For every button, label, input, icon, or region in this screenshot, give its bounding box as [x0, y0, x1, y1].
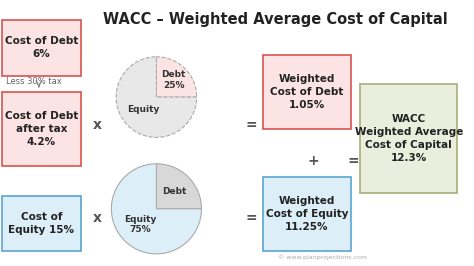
Text: Weighted
Cost of Debt
1.05%: Weighted Cost of Debt 1.05%	[270, 74, 344, 110]
Text: Equity
75%: Equity 75%	[124, 215, 157, 234]
Text: Cost of
Equity 15%: Cost of Equity 15%	[9, 212, 74, 235]
Text: Cost of Debt
6%: Cost of Debt 6%	[5, 36, 78, 60]
Polygon shape	[156, 164, 201, 209]
Text: Debt
25%: Debt 25%	[161, 70, 186, 90]
Polygon shape	[156, 57, 197, 97]
Text: Cost of Debt
after tax
4.2%: Cost of Debt after tax 4.2%	[5, 111, 78, 147]
Text: Equity: Equity	[128, 105, 160, 114]
FancyBboxPatch shape	[2, 20, 81, 76]
Text: =: =	[246, 118, 257, 132]
Text: Weighted
Cost of Equity
11.25%: Weighted Cost of Equity 11.25%	[265, 196, 348, 232]
Text: WACC – Weighted Average Cost of Capital: WACC – Weighted Average Cost of Capital	[102, 12, 447, 27]
FancyBboxPatch shape	[263, 55, 351, 129]
Text: Debt: Debt	[162, 187, 186, 196]
Text: =: =	[347, 154, 359, 168]
FancyBboxPatch shape	[360, 84, 457, 193]
Polygon shape	[116, 57, 197, 137]
Text: © www.planprojections.com: © www.planprojections.com	[278, 255, 367, 260]
Text: Less 30% tax: Less 30% tax	[6, 77, 62, 86]
FancyBboxPatch shape	[2, 196, 81, 251]
Text: WACC
Weighted Average
Cost of Capital
12.3%: WACC Weighted Average Cost of Capital 12…	[355, 114, 463, 163]
Text: =: =	[246, 211, 257, 225]
FancyBboxPatch shape	[2, 92, 81, 166]
Text: x: x	[93, 211, 101, 225]
Text: x: x	[93, 118, 101, 132]
FancyBboxPatch shape	[263, 177, 351, 251]
Text: +: +	[307, 154, 319, 168]
Polygon shape	[111, 164, 201, 254]
